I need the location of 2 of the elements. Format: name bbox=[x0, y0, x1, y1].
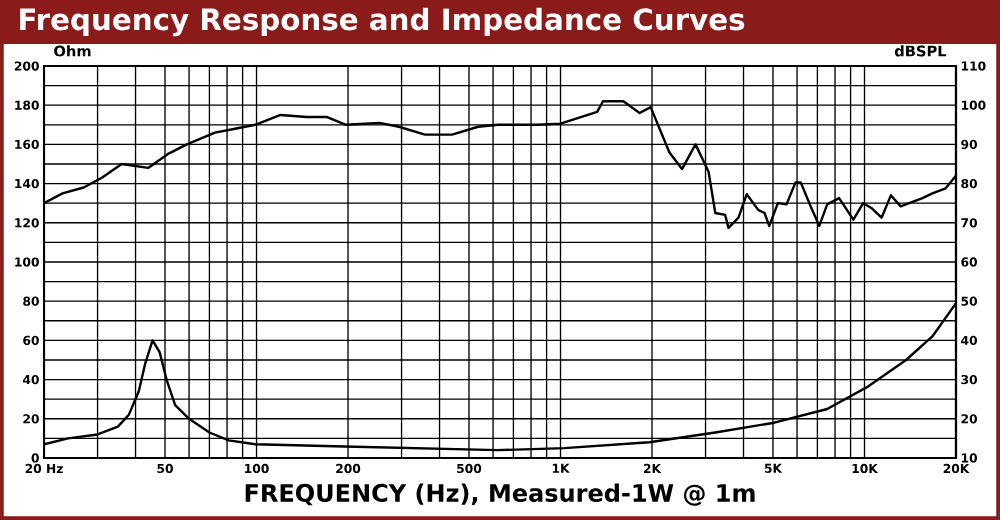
chart-title: Frequency Response and Impedance Curves bbox=[20, 7, 745, 37]
x-axis-title: FREQUENCY (Hz), Measured-1W @ 1m bbox=[245, 483, 755, 506]
